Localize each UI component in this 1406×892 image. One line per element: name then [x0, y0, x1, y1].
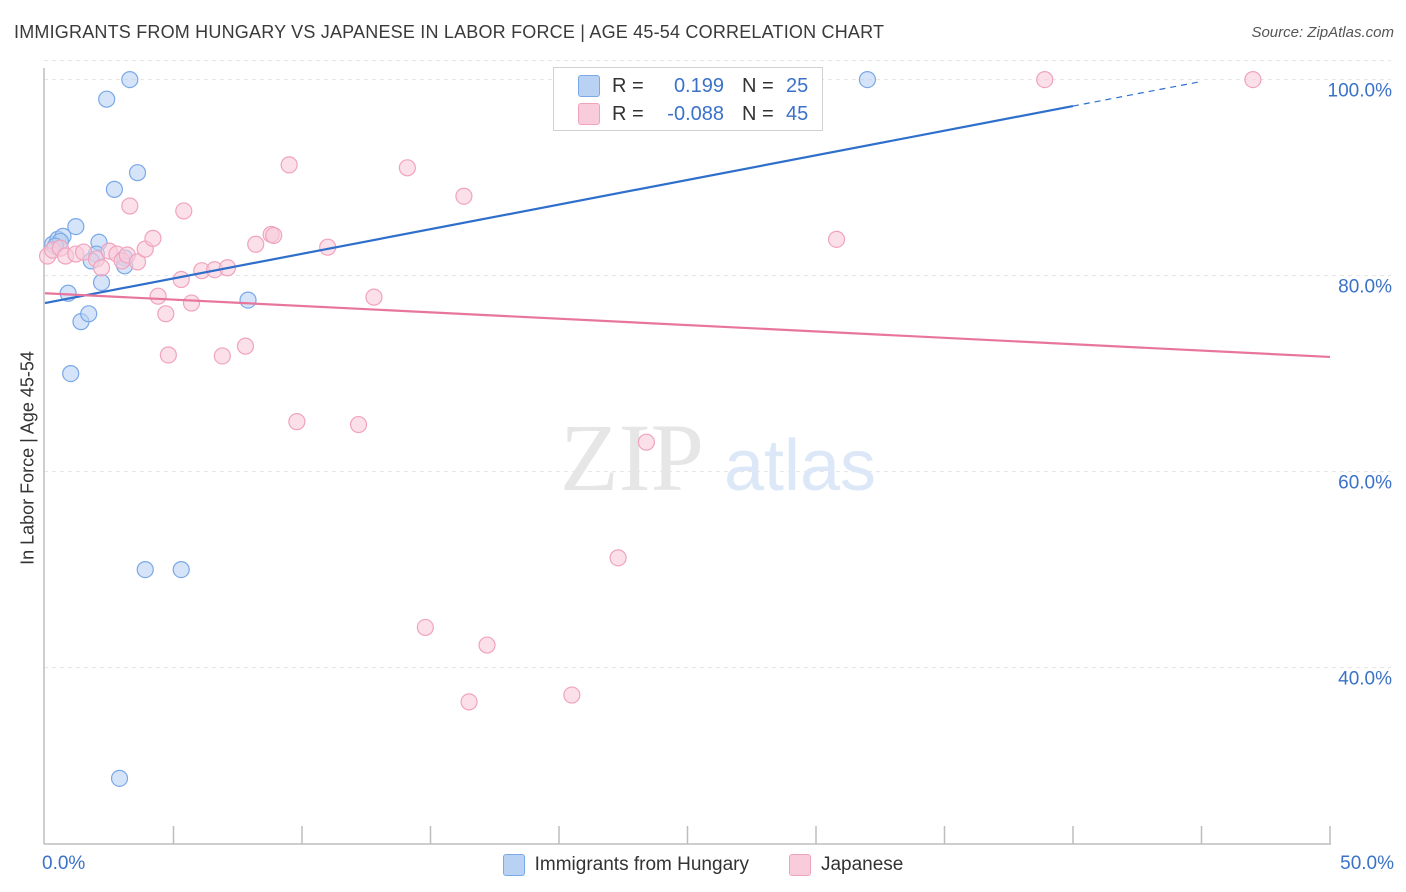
x-tick-label: 0.0%	[42, 853, 85, 874]
hungary-point	[128, 164, 147, 182]
grid-lines	[44, 60, 1391, 669]
japanese-point	[236, 337, 255, 355]
hungary-point	[105, 180, 123, 198]
legend-swatch-hungary	[502, 854, 525, 876]
japanese-point	[416, 618, 434, 637]
hungary-point	[239, 291, 257, 309]
stats-legend-row-hungary: R = 0.199 N = 25	[578, 74, 808, 98]
legend-item-japanese: Japanese	[788, 854, 904, 876]
hungary-point	[80, 305, 98, 323]
series-legend: Immigrants from Hungary Japanese	[0, 852, 1406, 878]
japanese-point	[175, 202, 193, 220]
watermark-atlas: atlas	[724, 426, 876, 506]
hungary-point	[98, 90, 116, 108]
japanese-r-value: -0.088	[667, 102, 724, 125]
x-tick-label: 50.0%	[1340, 853, 1394, 874]
hungary-point	[858, 70, 877, 89]
hungary-point	[62, 365, 80, 383]
japanese-point	[149, 287, 167, 305]
japanese-point	[144, 229, 162, 247]
r-label: R =	[612, 102, 644, 125]
japanese-n-value: 45	[786, 102, 809, 125]
japanese-point	[121, 197, 139, 215]
legend-label-hungary: Immigrants from Hungary	[534, 854, 749, 875]
hungary-point	[110, 769, 129, 787]
japanese-point	[1036, 70, 1054, 89]
hungary-trend-line-extension	[1072, 80, 1202, 107]
n-label: N =	[742, 102, 774, 125]
japanese-point	[157, 305, 175, 323]
japanese-point	[128, 253, 147, 271]
stats-legend-row-japanese: R = -0.088 N = 45	[578, 102, 808, 126]
hungary-n-value: 25	[786, 74, 809, 97]
tick-labels: 100.0% 80.0% 60.0% 40.0% 0.0% 50.0%	[42, 81, 1394, 874]
japanese-point	[182, 294, 201, 312]
y-tick-label: 80.0%	[1338, 277, 1392, 298]
japanese-point	[159, 346, 177, 364]
legend-item-hungary: Immigrants from Hungary	[502, 854, 749, 876]
hungary-point	[67, 218, 85, 236]
japanese-point	[92, 259, 111, 277]
japanese-swatch	[578, 103, 600, 125]
hungary-point	[172, 560, 190, 579]
japanese-point	[563, 686, 581, 704]
y-axis-title: In Labor Force | Age 45-54	[17, 351, 38, 565]
data-points	[38, 70, 1262, 787]
japanese-point	[455, 187, 473, 205]
hungary-point	[92, 273, 111, 292]
legend-label-japanese: Japanese	[820, 854, 904, 875]
japanese-point	[609, 549, 627, 567]
japanese-point	[288, 413, 306, 431]
hungary-point	[121, 70, 139, 89]
japanese-point	[365, 288, 383, 306]
japanese-point	[213, 347, 231, 365]
hungary-swatch	[578, 75, 600, 97]
hungary-point	[136, 560, 154, 579]
watermark: ZIP atlas	[560, 404, 876, 511]
japanese-point	[637, 433, 655, 451]
japanese-point	[398, 159, 416, 177]
axes	[43, 68, 1331, 845]
n-label: N =	[742, 74, 774, 97]
japanese-point	[460, 693, 478, 711]
watermark-zip: ZIP	[560, 404, 704, 511]
y-tick-label: 100.0%	[1328, 81, 1393, 102]
legend-swatch-japanese	[788, 854, 811, 876]
trend-lines	[44, 80, 1331, 359]
chart-title: IMMIGRANTS FROM HUNGARY VS JAPANESE IN L…	[14, 22, 885, 42]
japanese-trend-line	[44, 292, 1331, 359]
japanese-point	[247, 235, 265, 253]
r-label: R =	[612, 74, 644, 97]
stats-legend: R = 0.199 N = 25 R = -0.088 N = 45	[553, 67, 823, 131]
chart-source: Source: ZipAtlas.com	[1251, 24, 1394, 41]
hungary-trend-line	[44, 104, 1074, 305]
japanese-point	[827, 230, 846, 248]
japanese-point	[349, 415, 368, 434]
y-tick-label: 60.0%	[1338, 473, 1392, 494]
japanese-point	[1244, 70, 1262, 89]
japanese-point	[478, 636, 496, 654]
hungary-r-value: 0.199	[673, 74, 724, 97]
y-tick-label: 40.0%	[1338, 669, 1392, 690]
japanese-point	[280, 156, 298, 174]
japanese-point	[172, 270, 190, 289]
japanese-point	[265, 226, 283, 245]
